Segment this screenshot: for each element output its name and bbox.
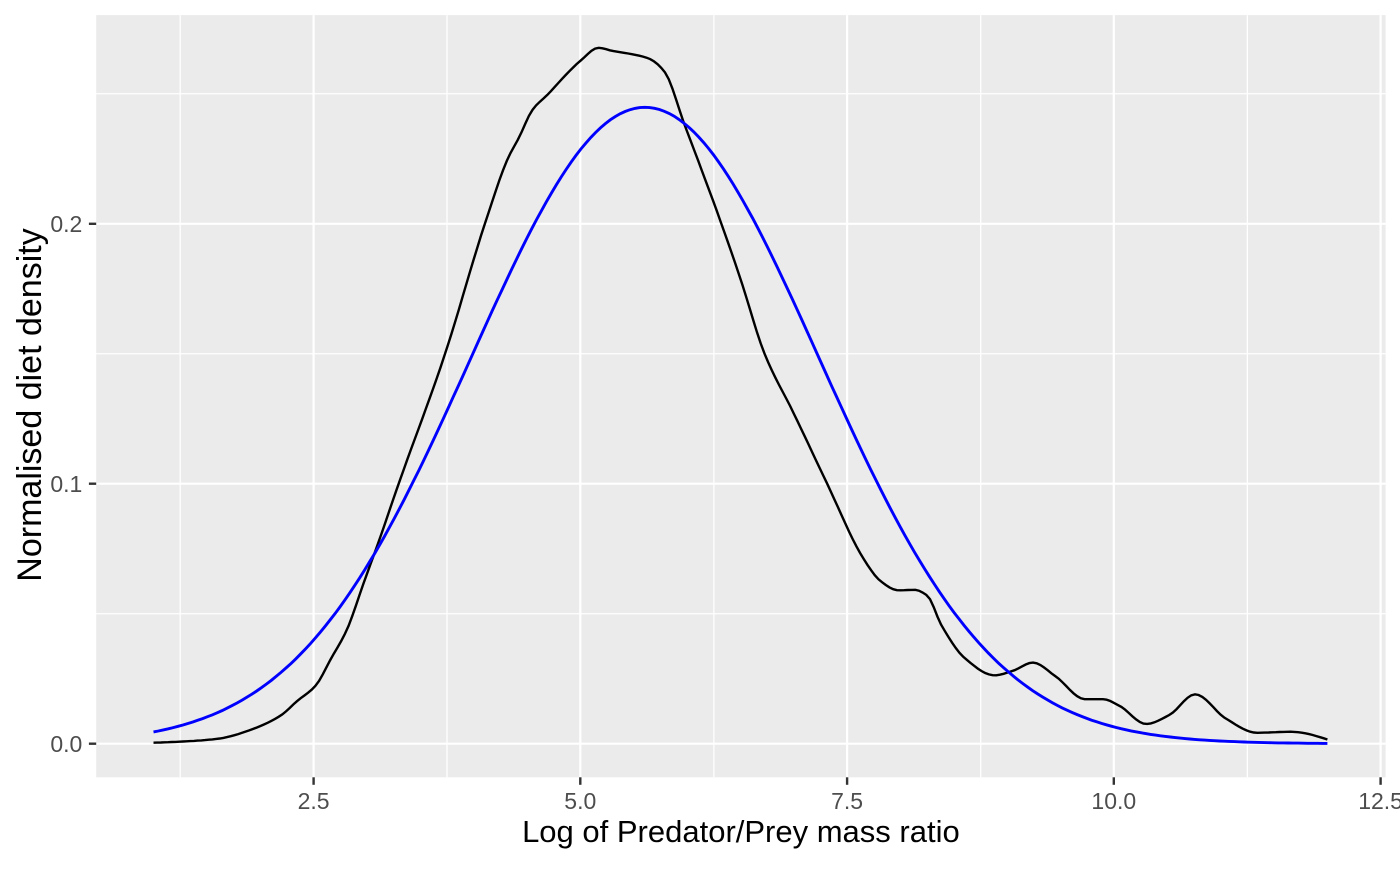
svg-text:7.5: 7.5: [831, 788, 863, 814]
svg-text:Log of Predator/Prey mass rati: Log of Predator/Prey mass ratio: [522, 814, 960, 849]
svg-text:10.0: 10.0: [1091, 788, 1136, 814]
svg-text:5.0: 5.0: [564, 788, 596, 814]
svg-text:0.0: 0.0: [50, 731, 82, 757]
svg-text:Normalised diet density: Normalised diet density: [11, 228, 49, 581]
svg-text:0.1: 0.1: [50, 471, 82, 497]
svg-text:2.5: 2.5: [298, 788, 330, 814]
svg-text:0.2: 0.2: [50, 211, 82, 237]
svg-text:12.5: 12.5: [1358, 788, 1400, 814]
